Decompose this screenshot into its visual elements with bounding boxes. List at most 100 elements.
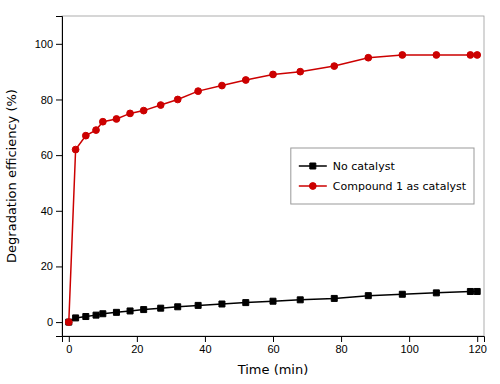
data-point — [93, 127, 100, 134]
legend-label: No catalyst — [333, 160, 396, 173]
tick: 80 — [335, 336, 347, 355]
data-point — [365, 293, 371, 299]
data-point — [158, 305, 164, 311]
tick-label: 20 — [131, 343, 143, 355]
data-point — [433, 290, 439, 296]
tick: 100 — [35, 38, 62, 50]
data-point — [175, 304, 181, 310]
legend-entry: Compound 1 as catalyst — [299, 180, 467, 193]
data-point — [127, 110, 134, 117]
legend-label: Compound 1 as catalyst — [333, 180, 467, 193]
tick-label: 40 — [41, 205, 53, 217]
data-point — [297, 68, 304, 75]
tick-mark — [56, 99, 62, 100]
tick-label: 20 — [41, 260, 53, 272]
tick: 0 — [47, 316, 62, 328]
legend-marker — [310, 163, 316, 169]
data-point — [72, 146, 79, 153]
data-point — [242, 77, 249, 84]
data-point — [365, 54, 372, 61]
data-point — [474, 288, 480, 294]
tick-mark — [69, 336, 70, 342]
tick-mark — [409, 336, 410, 342]
data-point — [174, 96, 181, 103]
plot: 0 20 40 60 80 100 120 0 20 40 60 80 100 No catalyst Co… — [35, 16, 487, 355]
tick-mark — [341, 336, 342, 342]
data-point — [93, 312, 99, 318]
data-point — [270, 298, 276, 304]
data-point — [270, 71, 277, 78]
tick-label: 60 — [267, 343, 279, 355]
y-axis-title: Degradation efficiency (%) — [4, 89, 19, 263]
data-point — [467, 288, 473, 294]
data-point — [100, 311, 106, 317]
legend-box — [291, 148, 474, 204]
x-axis: 0 20 40 60 80 100 120 — [63, 336, 487, 355]
tick: 0 — [66, 336, 72, 355]
tick-mark — [477, 336, 478, 342]
data-point — [83, 314, 89, 320]
data-point — [73, 315, 79, 321]
tick: 20 — [41, 260, 62, 272]
tick: 20 — [131, 336, 143, 355]
tick-label: 100 — [35, 38, 53, 50]
tick: 40 — [199, 336, 211, 355]
data-point — [297, 297, 303, 303]
data-point — [127, 308, 133, 314]
data-point — [195, 88, 202, 95]
data-point — [157, 102, 164, 109]
tick: 40 — [41, 205, 62, 217]
data-point — [399, 291, 405, 297]
tick: 60 — [267, 336, 279, 355]
data-point — [433, 52, 440, 59]
tick-label: 100 — [400, 343, 418, 355]
tick-label: 80 — [335, 343, 347, 355]
tick-mark — [137, 336, 138, 342]
data-point — [331, 63, 338, 70]
tick-label: 0 — [47, 316, 53, 328]
tick-mark — [56, 155, 62, 156]
legend-marker — [309, 183, 316, 190]
data-point — [219, 301, 225, 307]
tick: 100 — [400, 336, 418, 355]
tick-label: 120 — [469, 343, 487, 355]
data-point — [99, 118, 106, 125]
data-point — [113, 116, 120, 123]
x-axis-title: Time (min) — [237, 362, 309, 377]
series-line — [69, 291, 477, 322]
tick-label: 60 — [41, 149, 53, 161]
tick-label: 80 — [41, 93, 53, 105]
tick: 120 — [469, 336, 487, 355]
tick-mark — [56, 322, 62, 323]
series — [66, 288, 480, 325]
tick-label: 40 — [199, 343, 211, 355]
data-point — [331, 295, 337, 301]
series — [65, 52, 480, 326]
tick-mark — [56, 44, 62, 45]
data-point — [467, 52, 474, 59]
tick: 60 — [41, 149, 62, 161]
tick-mark — [273, 336, 274, 342]
tick: 80 — [41, 93, 62, 105]
data-point — [243, 300, 249, 306]
legend: No catalyst Compound 1 as catalyst — [291, 148, 474, 204]
data-point — [219, 82, 226, 89]
axis-domain — [56, 17, 63, 337]
plot-frame — [62, 16, 484, 336]
data-point — [113, 309, 119, 315]
data-point — [140, 107, 147, 114]
tick-mark — [205, 336, 206, 342]
legend-entry: No catalyst — [299, 160, 396, 173]
data-point — [65, 319, 72, 326]
marks — [65, 52, 480, 326]
data-point — [82, 132, 89, 139]
y-axis: 0 20 40 60 80 100 — [35, 17, 63, 337]
data-point — [141, 307, 147, 313]
data-point — [195, 302, 201, 308]
series-line — [69, 55, 477, 322]
chart: 0 20 40 60 80 100 120 0 20 40 60 80 100 No catalyst Co… — [0, 0, 500, 384]
axis-domain — [63, 337, 485, 343]
data-point — [399, 52, 406, 59]
data-point — [66, 319, 72, 325]
tick-mark — [56, 266, 62, 267]
